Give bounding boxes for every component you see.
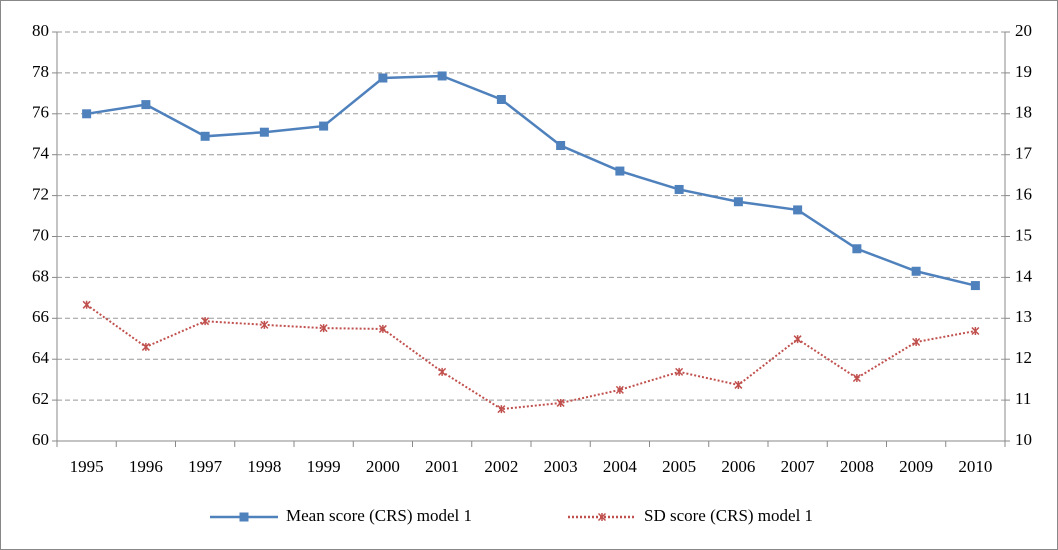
y2-tick-label: 11	[1015, 389, 1031, 408]
data-point	[615, 385, 624, 394]
x-tick-label: 2009	[899, 457, 933, 476]
legend-marker	[597, 512, 607, 522]
data-point	[496, 94, 506, 104]
x-tick-label: 1998	[247, 457, 281, 476]
y-tick-label: 60	[32, 430, 49, 449]
y-tick-label: 76	[32, 103, 49, 122]
x-tick-label: 2005	[662, 457, 696, 476]
series-line	[86, 74, 976, 287]
y-tick-label: 70	[32, 225, 49, 244]
y-tick-label: 62	[32, 389, 49, 408]
data-point	[200, 131, 210, 141]
y2-tick-label: 12	[1015, 348, 1032, 367]
series-line	[86, 303, 976, 411]
x-tick-label: 2001	[425, 457, 459, 476]
data-point	[970, 281, 980, 291]
y-tick-label: 66	[32, 307, 49, 326]
data-point	[319, 121, 329, 131]
data-point	[437, 71, 447, 81]
y2-tick-label: 18	[1015, 103, 1032, 122]
data-point	[260, 320, 269, 329]
data-point	[674, 184, 684, 194]
data-point	[615, 166, 625, 176]
y-tick-label: 64	[32, 348, 50, 367]
y2-tick-label: 15	[1015, 225, 1032, 244]
data-point	[912, 337, 921, 347]
data-point	[319, 324, 328, 333]
y2-tick-label: 19	[1015, 62, 1032, 81]
y-tick-label: 78	[32, 62, 49, 81]
x-tick-label: 2006	[721, 457, 755, 476]
legend-label: SD score (CRS) model 1	[644, 506, 813, 525]
y-tick-label: 74	[32, 144, 50, 163]
legend-marker	[239, 512, 249, 522]
data-point	[141, 100, 151, 110]
data-point	[259, 127, 269, 137]
x-tick-label: 2000	[366, 457, 400, 476]
data-point	[556, 398, 565, 407]
y-tick-label: 80	[32, 21, 49, 40]
data-point	[82, 109, 92, 119]
data-point	[378, 73, 388, 83]
data-point	[971, 326, 980, 336]
x-tick-label: 2003	[544, 457, 578, 476]
data-point	[911, 266, 921, 276]
y2-tick-label: 16	[1015, 185, 1032, 204]
x-tick-label: 2007	[781, 457, 816, 476]
x-tick-label: 2008	[840, 457, 874, 476]
y2-tick-label: 10	[1015, 430, 1032, 449]
x-tick-label: 1997	[188, 457, 223, 476]
data-point	[82, 300, 91, 309]
data-point	[793, 205, 803, 215]
y2-tick-label: 13	[1015, 307, 1032, 326]
data-point	[733, 197, 743, 207]
data-point	[852, 244, 862, 254]
y-tick-label: 72	[32, 185, 49, 204]
data-point	[141, 342, 150, 351]
data-point	[675, 367, 684, 376]
y2-tick-label: 20	[1015, 21, 1032, 40]
data-point	[734, 380, 743, 389]
y2-tick-label: 17	[1015, 144, 1033, 163]
x-tick-label: 2010	[958, 457, 992, 476]
data-point	[201, 317, 210, 326]
data-point	[852, 373, 861, 383]
y-tick-label: 68	[32, 266, 49, 285]
data-point	[438, 367, 447, 376]
data-point	[793, 335, 802, 344]
y2-tick-label: 14	[1015, 266, 1033, 285]
legend-label: Mean score (CRS) model 1	[286, 506, 472, 525]
data-point	[556, 140, 566, 150]
data-point	[497, 405, 506, 414]
x-tick-label: 1999	[307, 457, 341, 476]
x-tick-label: 2002	[484, 457, 518, 476]
data-point	[378, 324, 387, 333]
x-tick-label: 1996	[129, 457, 163, 476]
x-tick-label: 2004	[603, 457, 638, 476]
x-tick-label: 1995	[70, 457, 104, 476]
